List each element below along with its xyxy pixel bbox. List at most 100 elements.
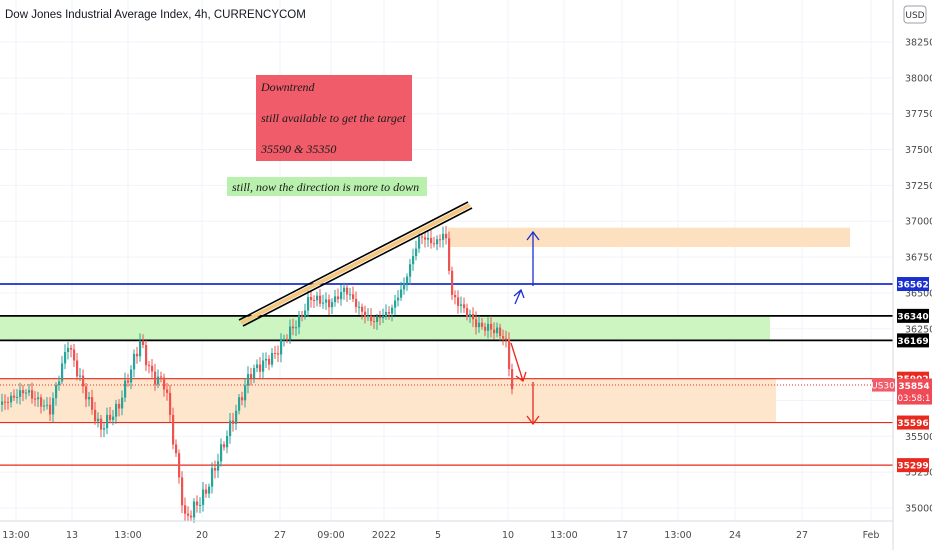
time-tick-label: 13 — [66, 530, 78, 541]
annotation-line-1: Downtrend — [260, 80, 316, 94]
candle-body — [496, 327, 499, 334]
candle-body — [199, 504, 202, 506]
downtrend-annotation[interactable]: Downtrend still available to get the tar… — [256, 75, 412, 161]
candle-body — [148, 365, 151, 367]
price-tick-label: 37500 — [905, 145, 932, 156]
candle-body — [430, 237, 433, 244]
candle-body — [10, 395, 13, 403]
candle-body — [235, 410, 238, 424]
candle-body — [160, 376, 163, 378]
candle-body — [385, 312, 388, 317]
price-zones — [0, 227, 850, 423]
candle-body — [493, 329, 496, 334]
direction-note[interactable]: still, now the direction is more to down — [227, 177, 427, 196]
candle-body — [109, 414, 112, 420]
candle-body — [442, 233, 445, 240]
current-price-text: 35854 — [898, 382, 929, 392]
candle-body — [82, 375, 85, 387]
candle-body — [121, 397, 124, 409]
time-tick-label: 13:00 — [114, 530, 141, 541]
price-tick-label: 36250 — [905, 324, 932, 335]
time-tick-label: 5 — [435, 530, 441, 541]
rising-trendline[interactable] — [238, 201, 473, 327]
candle-body — [487, 323, 490, 331]
candle-body — [382, 316, 385, 319]
time-tick-label: 27 — [796, 530, 808, 541]
level-price-tag — [897, 277, 929, 292]
candle-body — [208, 486, 211, 494]
candle-body — [223, 444, 226, 448]
candle-body — [289, 326, 292, 340]
time-axis[interactable]: 13:00 13 13:00 20 27 09:00 2022 5 10 13:00 17 13:00… — [2, 530, 879, 541]
candle-body — [298, 315, 301, 328]
candle-body — [391, 307, 394, 314]
candle-body — [469, 314, 472, 317]
candle-body — [355, 298, 358, 308]
time-tick-label: 24 — [729, 530, 741, 541]
candle-body — [166, 389, 169, 393]
candle-body — [295, 327, 298, 329]
level-price-tag-text: 35299 — [897, 462, 928, 472]
blue-arrows — [513, 230, 540, 305]
level-price-tag-text: 36340 — [897, 312, 928, 322]
candle-body — [310, 297, 313, 300]
candle-body — [79, 375, 82, 377]
candle-body — [49, 404, 52, 415]
annotation-line-3: 35590 & 35350 — [260, 142, 336, 156]
candle-body — [226, 436, 229, 448]
candle-body — [205, 489, 208, 494]
candle-body — [388, 312, 391, 314]
price-tick-label: 35500 — [905, 432, 932, 443]
candle-body — [454, 294, 457, 298]
time-tick-label: 2022 — [372, 530, 396, 541]
candle-body — [19, 390, 22, 397]
candle-body — [484, 326, 487, 331]
candle-body — [190, 515, 193, 518]
price-tick-label: 37750 — [905, 109, 932, 120]
candle-body — [433, 243, 436, 245]
candle-body — [328, 299, 331, 308]
candle-body — [409, 264, 412, 277]
price-tick-label: 38000 — [905, 73, 932, 84]
currency-label: USD — [905, 11, 924, 21]
candle-body — [466, 308, 469, 317]
candle-body — [229, 420, 232, 437]
candle-body — [118, 403, 121, 409]
candle-body — [163, 377, 166, 390]
candle-body — [304, 310, 307, 317]
candle-body — [73, 349, 76, 361]
candle-body — [400, 289, 403, 298]
candle-body — [265, 358, 268, 361]
candle-body — [97, 418, 100, 422]
candle-body — [124, 380, 127, 398]
candle-body — [268, 358, 271, 365]
candle-body — [346, 287, 349, 295]
time-tick-label: 13:00 — [550, 530, 577, 541]
candle-body — [37, 397, 40, 400]
price-zone — [0, 315, 770, 341]
candle-body — [241, 397, 244, 401]
time-tick-label: 27 — [274, 530, 286, 541]
candle-body — [94, 409, 97, 422]
grid — [0, 0, 893, 521]
candle-body — [445, 233, 448, 239]
candle-body — [481, 322, 484, 327]
candle-body — [172, 414, 175, 445]
candle-body — [271, 353, 274, 365]
candle-body — [262, 360, 265, 372]
candle-body — [67, 347, 70, 352]
candle-body — [253, 368, 256, 379]
time-tick-label: 09:00 — [317, 530, 344, 541]
candle-body — [133, 353, 136, 370]
candle-body — [292, 326, 295, 329]
price-zone — [0, 378, 776, 423]
candle-body — [307, 297, 310, 311]
candle-body — [91, 397, 94, 410]
price-axis[interactable]: 38250 38000 37750 37500 37250 37000 36750 36500… — [905, 38, 932, 515]
candle-body — [31, 390, 34, 399]
candle-body — [4, 401, 7, 403]
currency-button[interactable]: USD — [903, 5, 927, 24]
candle-body — [34, 398, 37, 400]
level-price-tag-text: 36562 — [897, 281, 928, 291]
